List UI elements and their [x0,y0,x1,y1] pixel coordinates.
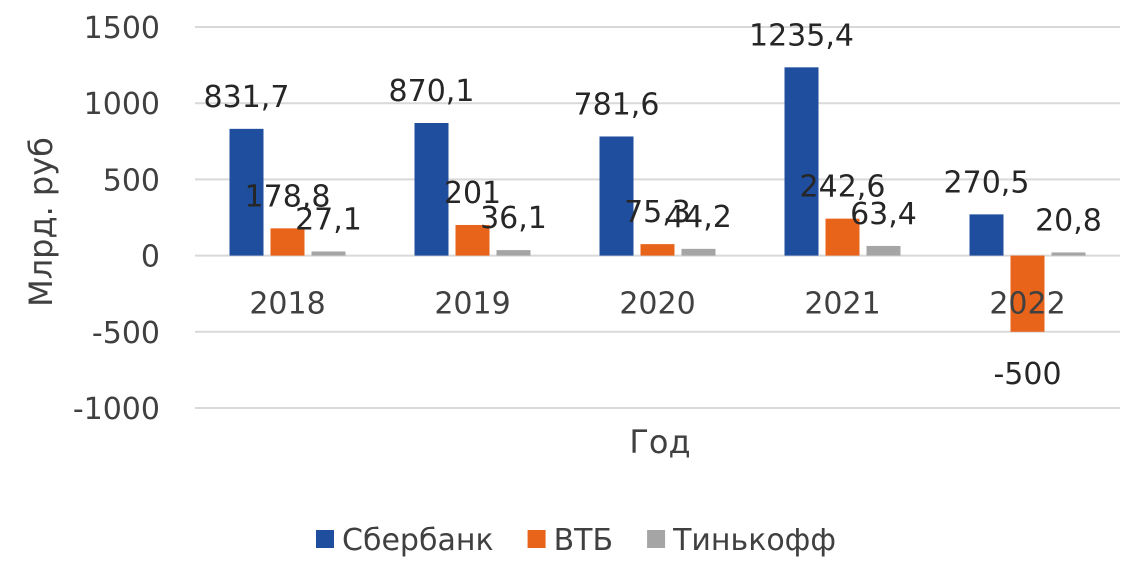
y-tick-label: 1500 [84,11,160,46]
category-label: 2018 [249,287,325,322]
bar-ВТБ [270,228,305,256]
data-label: -500 [993,357,1061,392]
data-label: 1235,4 [749,18,854,53]
bar-ВТБ [825,218,860,256]
data-label: 27,1 [295,202,362,237]
data-label: 36,1 [480,201,547,236]
y-tick-label: -500 [92,316,160,351]
category-label: 2022 [989,287,1065,322]
data-label: 20,8 [1035,203,1102,238]
y-tick-label: 1000 [84,87,160,122]
x-axis-title: Год [629,423,690,461]
legend-swatch [647,530,666,548]
data-label: 781,6 [574,87,660,122]
data-label: 831,7 [204,80,290,115]
bar-Сбербанк [784,67,819,256]
bar-Сбербанк [969,214,1004,256]
legend-label: Сбербанк [342,523,494,558]
bar-Тинькофф [681,248,716,256]
bar-Сбербанк [414,122,449,256]
bar-Тинькофф [496,250,531,256]
bar-ВТБ [640,244,675,256]
data-label: 63,4 [850,197,917,232]
data-label: 242,6 [800,170,886,205]
legend-label: Тинькофф [672,523,836,558]
category-label: 2021 [804,287,880,322]
category-label: 2020 [619,287,695,322]
bar-Тинькофф [311,251,346,256]
bar-ВТБ [1010,255,1045,332]
legend-label: ВТБ [554,523,614,558]
data-label: 201 [444,176,501,211]
bar-ВТБ [455,224,490,256]
data-label: 270,5 [944,165,1030,200]
bar-Сбербанк [599,136,634,256]
bar-Сбербанк [229,128,264,256]
y-tick-label: -1000 [73,392,160,427]
legend-swatch [316,530,334,548]
data-label: 870,1 [389,74,475,109]
bar-Тинькофф [866,245,901,256]
bar-Тинькофф [1051,252,1086,256]
y-tick-label: 500 [103,163,160,198]
y-axis-title: Млрд. руб [22,137,60,307]
y-axis-ticks: 1500 1000 500 0 -500 -1000 [73,11,160,427]
category-label: 2019 [434,287,510,322]
data-label: 75,3 [624,195,691,230]
legend: Сбербанк ВТБ Тинькофф [316,523,836,558]
y-tick-label: 0 [141,240,160,275]
data-label: 178,8 [245,179,331,214]
legend-swatch [527,530,546,548]
gridlines [195,26,1120,409]
category-labels: 2018 2019 2020 2021 2022 [249,287,1065,322]
bars [229,67,1086,332]
data-label: 44,2 [665,200,732,235]
